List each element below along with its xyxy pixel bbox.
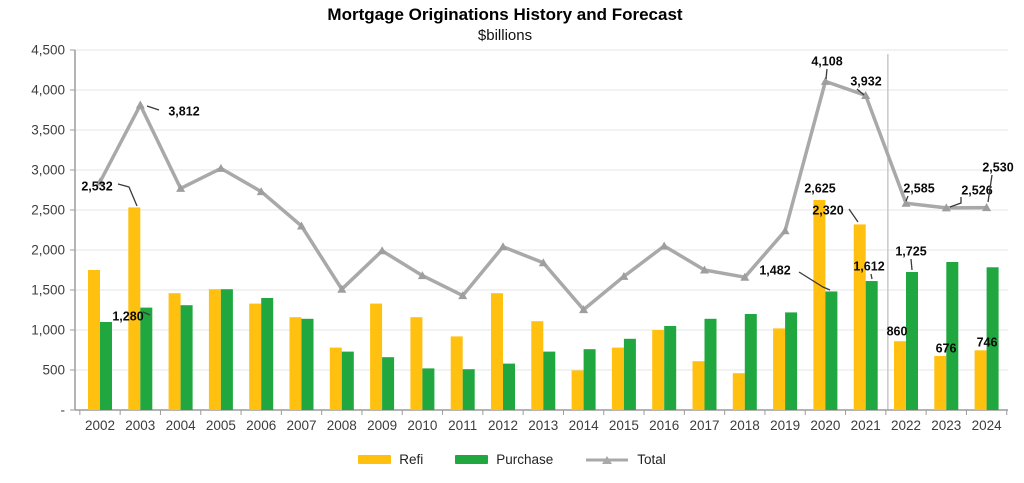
svg-text:2017: 2017 xyxy=(689,418,719,433)
legend-label-refi: Refi xyxy=(399,452,424,467)
svg-text:2,320: 2,320 xyxy=(812,204,843,218)
refi-swatch-icon xyxy=(358,455,392,464)
legend: Refi Purchase Total xyxy=(0,452,1024,467)
svg-text:2020: 2020 xyxy=(810,418,840,433)
svg-text:2008: 2008 xyxy=(327,418,357,433)
svg-text:4,108: 4,108 xyxy=(811,55,842,69)
svg-text:2011: 2011 xyxy=(448,418,477,433)
legend-item-purchase: Purchase xyxy=(455,452,553,467)
svg-text:676: 676 xyxy=(936,342,957,356)
svg-text:2,625: 2,625 xyxy=(804,182,835,196)
svg-text:1,725: 1,725 xyxy=(895,245,926,259)
svg-text:2018: 2018 xyxy=(730,418,760,433)
svg-text:860: 860 xyxy=(887,325,908,339)
svg-text:2,532: 2,532 xyxy=(81,180,112,194)
svg-text:1,482: 1,482 xyxy=(759,264,790,278)
svg-text:3,000: 3,000 xyxy=(31,163,65,178)
svg-text:2013: 2013 xyxy=(528,418,558,433)
svg-text:4,500: 4,500 xyxy=(31,43,65,58)
svg-text:2002: 2002 xyxy=(85,418,115,433)
svg-text:2007: 2007 xyxy=(286,418,316,433)
svg-text:3,812: 3,812 xyxy=(168,105,199,119)
chart-title: Mortgage Originations History and Foreca… xyxy=(327,5,683,24)
svg-text:2022: 2022 xyxy=(891,418,921,433)
svg-text:746: 746 xyxy=(977,336,998,350)
svg-text:1,500: 1,500 xyxy=(31,283,65,298)
svg-text:2005: 2005 xyxy=(206,418,236,433)
svg-text:2021: 2021 xyxy=(851,418,881,433)
svg-text:2016: 2016 xyxy=(649,418,679,433)
svg-text:2,500: 2,500 xyxy=(31,203,65,218)
chart-canvas: 4,500 4,000 3,500 3,000 2,500 2,000 1,500 1,000… xyxy=(31,43,1013,434)
svg-text:-: - xyxy=(61,403,66,418)
svg-text:2015: 2015 xyxy=(609,418,639,433)
legend-item-total: Total xyxy=(585,452,666,467)
svg-text:1,612: 1,612 xyxy=(853,260,884,274)
svg-text:2009: 2009 xyxy=(367,418,397,433)
svg-text:2,530: 2,530 xyxy=(982,161,1013,175)
svg-text:2,526: 2,526 xyxy=(961,184,992,198)
svg-text:500: 500 xyxy=(42,363,65,378)
total-line-marker-icon xyxy=(586,455,629,464)
svg-text:1,280: 1,280 xyxy=(112,310,143,324)
legend-label-purchase: Purchase xyxy=(496,452,554,467)
purchase-swatch-icon xyxy=(455,455,489,464)
legend-item-refi: Refi xyxy=(358,452,423,467)
svg-text:2014: 2014 xyxy=(569,418,600,433)
svg-text:2,585: 2,585 xyxy=(903,182,934,196)
svg-text:2010: 2010 xyxy=(407,418,437,433)
svg-text:2,000: 2,000 xyxy=(31,243,65,258)
svg-text:2019: 2019 xyxy=(770,418,800,433)
svg-text:2003: 2003 xyxy=(125,418,155,433)
svg-text:2024: 2024 xyxy=(972,418,1003,433)
svg-text:2004: 2004 xyxy=(166,418,197,433)
svg-text:4,000: 4,000 xyxy=(31,83,65,98)
svg-text:2006: 2006 xyxy=(246,418,276,433)
svg-text:3,500: 3,500 xyxy=(31,123,65,138)
svg-text:1,000: 1,000 xyxy=(31,323,65,338)
legend-label-total: Total xyxy=(637,452,666,467)
svg-text:2023: 2023 xyxy=(931,418,961,433)
chart-subtitle: $billions xyxy=(477,27,533,44)
svg-text:2012: 2012 xyxy=(488,418,518,433)
svg-text:3,932: 3,932 xyxy=(850,75,881,89)
